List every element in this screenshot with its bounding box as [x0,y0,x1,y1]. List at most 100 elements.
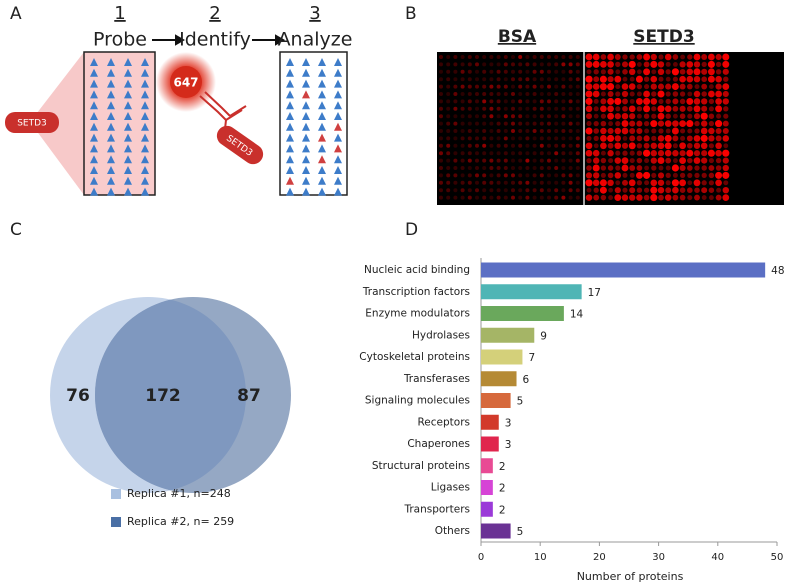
array-spot [334,155,342,164]
array-dot [593,143,599,149]
array-dot [446,69,451,74]
array-dot [453,106,458,111]
array-dot [700,127,708,135]
array-dot [475,136,479,141]
array-dot [679,164,686,172]
array-dot [554,158,559,163]
array-dot [554,195,559,200]
array-dot [575,151,580,156]
array-dot [657,186,665,194]
array-dot [511,195,515,200]
array-spot [302,166,310,174]
array-dot [446,143,451,148]
array-spot [286,58,294,66]
array-dot [621,90,629,98]
array-dot [518,114,523,119]
array-dot [614,187,621,194]
array-dot [532,84,537,89]
array-spot [141,166,149,174]
value-label: 17 [588,287,601,299]
array-dot [554,173,559,178]
array-dot [460,106,465,111]
array-dot [650,75,658,83]
array-dot [489,180,494,185]
array-dot [475,121,479,126]
array-dot [679,142,686,150]
array-dot [686,142,693,149]
array-dot [722,53,730,61]
array-dot [722,127,729,135]
array-dot [701,105,708,112]
array-dot [657,157,665,165]
array-spot [286,144,294,153]
panel-label: B [405,4,417,24]
array-spot [107,101,115,110]
array-dot [715,53,722,61]
array-dot [615,69,621,75]
array-dot [680,54,686,60]
array-dot [539,84,544,89]
array-dot [525,129,530,133]
array-dot [554,92,559,96]
array-dot [547,92,551,96]
array-dot [525,92,530,96]
array-dot [600,135,607,142]
array-dot [593,194,600,201]
array-dot [672,150,679,157]
array-dot [600,150,606,156]
array-dot [723,143,729,149]
array-dot [672,61,678,67]
array-spot [334,68,342,77]
array-dot [614,54,621,60]
array-dot [511,136,515,141]
array-dot [547,166,551,170]
array-dot [657,68,665,76]
value-label: 5 [517,526,524,538]
array-dot [496,121,501,126]
array-dot [554,69,559,74]
value-label: 3 [505,439,512,451]
array-spot [107,133,115,142]
array-dot [694,187,700,193]
array-dot [686,97,694,105]
array-dot [650,157,657,164]
array-dot [608,121,614,127]
array-spot [90,122,98,131]
array-dot [679,113,686,120]
array-spot [107,58,115,66]
array-dot [722,186,730,194]
array-dot [482,143,487,148]
array-dot [496,77,501,82]
value-label: 3 [505,417,512,429]
array-dot [439,99,443,104]
array-dot [575,180,580,185]
array-dot [701,180,707,186]
array-dot [651,113,657,119]
array-dot [672,54,679,60]
array-dot [643,105,651,113]
array-dot [475,99,479,104]
array-dot [460,92,465,96]
array-dot [460,188,465,193]
array-dot [482,173,487,178]
array-dot [708,84,714,90]
array-dot [622,68,628,75]
array-dot [467,84,472,89]
array-dot [446,158,451,163]
array-dot [607,179,614,187]
array-dot [554,188,559,193]
array-dot [525,62,530,67]
x-tick-label: 0 [478,552,484,563]
array-dot [615,165,621,171]
array-dot [475,106,479,111]
array-spot [141,133,149,142]
array-dot [722,90,729,98]
array-dot [672,194,679,201]
array-spot [286,68,294,77]
array-dot [608,158,614,164]
array-dot [568,173,573,178]
array-dot [525,106,530,111]
array-dot [518,69,523,74]
array-dot [644,165,650,171]
array-dot [539,136,544,141]
